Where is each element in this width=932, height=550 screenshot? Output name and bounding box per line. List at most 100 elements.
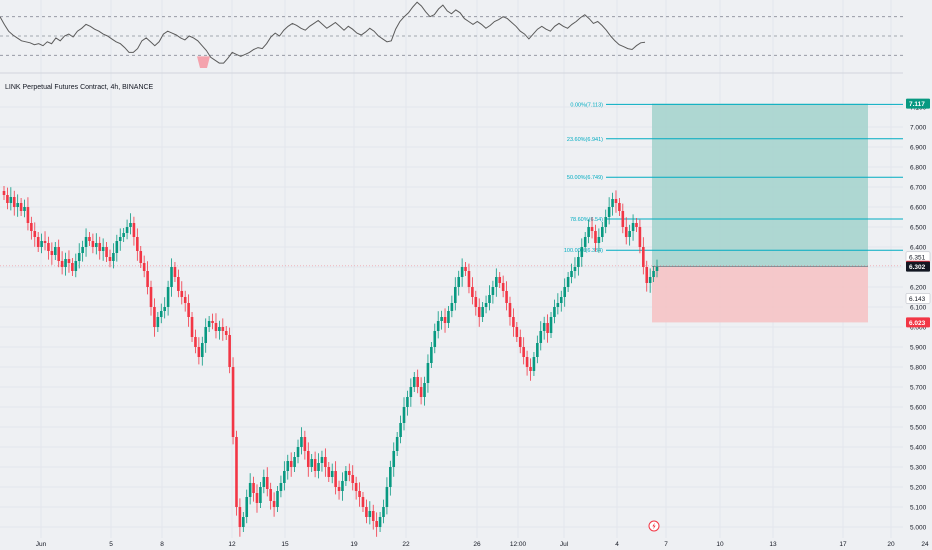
price-badge-label: 6.351 bbox=[909, 254, 926, 261]
candle-body bbox=[419, 387, 423, 397]
candle-body bbox=[252, 483, 255, 493]
candle-body bbox=[190, 317, 194, 337]
candle-body bbox=[136, 237, 139, 251]
candle-body bbox=[440, 317, 443, 321]
candle-body bbox=[36, 237, 40, 247]
time-tick-label: 4 bbox=[615, 541, 619, 548]
candle-body bbox=[453, 287, 457, 303]
candle-body bbox=[214, 323, 218, 331]
candle-body bbox=[125, 227, 129, 233]
candle-body bbox=[399, 423, 402, 437]
candle-body bbox=[477, 307, 481, 317]
candle-body bbox=[344, 471, 348, 481]
candle-body bbox=[491, 287, 495, 295]
candle-body bbox=[142, 263, 146, 271]
time-tick-label: 26 bbox=[473, 541, 481, 548]
candle-body bbox=[324, 457, 327, 467]
fib-level-label: 23.60%(6.941) bbox=[567, 137, 603, 143]
long-position-tool[interactable] bbox=[0, 103, 903, 323]
candle-body bbox=[594, 231, 597, 243]
candle-body bbox=[368, 511, 372, 517]
candle-body bbox=[409, 387, 413, 397]
candle-body bbox=[631, 223, 635, 231]
price-badge[interactable] bbox=[906, 98, 930, 109]
candle-body bbox=[556, 303, 560, 307]
price-tick-label: 5.400 bbox=[910, 445, 927, 452]
candle-body bbox=[515, 327, 519, 337]
loss-zone[interactable] bbox=[652, 266, 868, 323]
candle-body bbox=[583, 237, 587, 247]
candle-body bbox=[375, 521, 378, 527]
candle-body bbox=[365, 507, 368, 517]
candle-body bbox=[139, 251, 143, 263]
candle-body bbox=[228, 335, 231, 367]
candle-body bbox=[597, 237, 601, 243]
candle-body bbox=[423, 383, 426, 397]
candle-body bbox=[163, 307, 166, 311]
price-tick-label: 6.200 bbox=[910, 285, 927, 292]
candle-body bbox=[580, 247, 584, 257]
candle-body bbox=[389, 467, 392, 487]
time-tick-label: 24 bbox=[921, 541, 929, 548]
price-badge[interactable] bbox=[906, 261, 930, 272]
price-badge-label: 6.023 bbox=[909, 320, 926, 327]
price-tick-label: 6.900 bbox=[910, 145, 927, 152]
candle-body bbox=[327, 467, 331, 477]
candle-body bbox=[9, 197, 13, 203]
candle-body bbox=[539, 331, 543, 343]
candle-body bbox=[317, 463, 320, 471]
candle-body bbox=[255, 493, 259, 503]
rsi-line bbox=[0, 1, 646, 64]
time-tick-label: 10 bbox=[716, 541, 724, 548]
candle-body bbox=[310, 459, 313, 467]
price-axis[interactable]: 5.000 5.100 5.200 5.300 5.400 5.500 5.600 5.700… bbox=[903, 0, 932, 550]
candle-body bbox=[604, 217, 608, 227]
candle-body bbox=[607, 207, 611, 217]
candle-body bbox=[529, 367, 532, 371]
candle-body bbox=[6, 195, 9, 203]
candle-body bbox=[648, 277, 652, 283]
time-axis[interactable]: Jun 5 8 12 15 19 22 26 12:00 Jul 4 7 10 13 17 20 24 bbox=[0, 538, 932, 550]
price-tick-label: 5.100 bbox=[910, 505, 927, 512]
candle-body bbox=[118, 237, 122, 241]
candle-body bbox=[57, 247, 61, 261]
candle-body bbox=[433, 331, 437, 347]
candle-body bbox=[505, 291, 508, 303]
fibonacci-retracement[interactable]: 0.00%(7.113) 23.60%(6.941) 50.00%(6.749) 78… bbox=[564, 102, 903, 254]
price-badge[interactable] bbox=[906, 317, 930, 328]
candle-body bbox=[187, 303, 190, 317]
candle-body bbox=[553, 307, 556, 317]
candle-body bbox=[156, 317, 160, 327]
candle-body bbox=[618, 203, 621, 211]
candle-body bbox=[330, 471, 334, 477]
candle-body bbox=[337, 487, 341, 491]
candle-body bbox=[180, 291, 184, 297]
time-axis-bg bbox=[0, 538, 932, 550]
candle-body bbox=[447, 311, 450, 323]
candle-body bbox=[235, 437, 238, 507]
candle-body bbox=[200, 343, 204, 357]
profit-zone[interactable] bbox=[652, 103, 868, 267]
candle-body bbox=[207, 321, 211, 327]
candle-body bbox=[53, 247, 57, 255]
candle-body bbox=[549, 317, 553, 333]
time-tick-label: 8 bbox=[160, 541, 164, 548]
flash-icon[interactable] bbox=[648, 520, 660, 532]
candle-body bbox=[173, 267, 177, 277]
price-badge[interactable] bbox=[905, 293, 931, 304]
price-tick-label: 5.000 bbox=[910, 525, 927, 532]
candle-body bbox=[262, 477, 266, 487]
candle-body bbox=[587, 227, 590, 237]
candle-body bbox=[395, 437, 399, 451]
candle-body bbox=[573, 267, 577, 271]
candle-body bbox=[481, 307, 484, 317]
candle-body bbox=[224, 331, 228, 335]
price-tick-label: 5.700 bbox=[910, 385, 927, 392]
candle-body bbox=[77, 253, 81, 261]
price-tick-label: 6.700 bbox=[910, 185, 927, 192]
candle-body bbox=[471, 287, 474, 297]
candle-body bbox=[245, 497, 249, 517]
time-tick-label: 12:00 bbox=[510, 541, 527, 548]
candle-body bbox=[303, 437, 307, 451]
